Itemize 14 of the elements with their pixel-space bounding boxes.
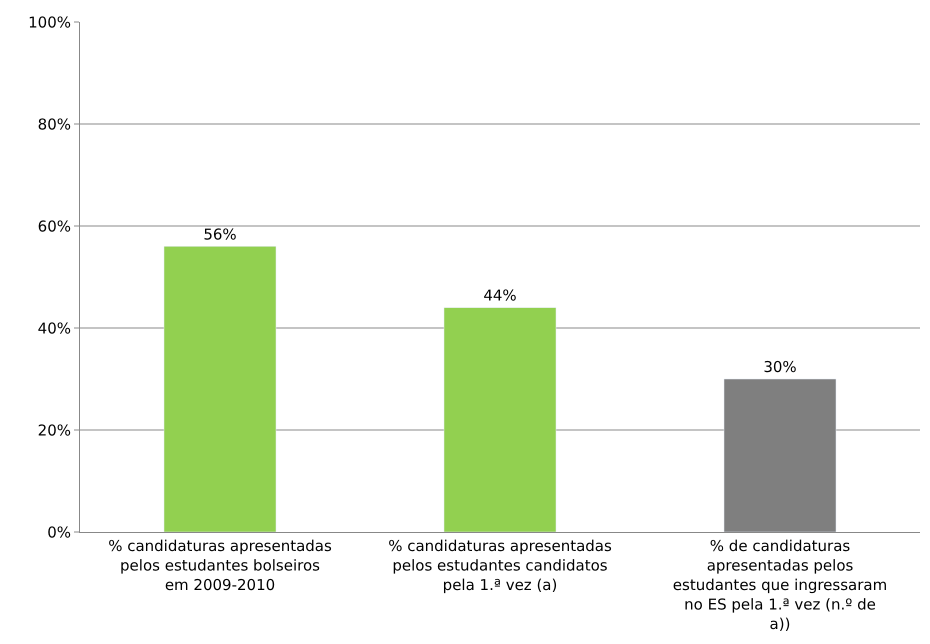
x-tick-label: % candidaturas apresentadas pelos estudantes candidatos pela 1.ª vez (a) — [388, 537, 612, 594]
bar — [164, 246, 276, 532]
y-tick-label: 60% — [38, 217, 71, 236]
data-label: 30% — [763, 358, 797, 376]
x-tick-label: % candidaturas apresentadas pelos estudantes bolseiros em 2009-2010 — [108, 537, 332, 594]
y-tick-label: 0% — [47, 523, 71, 542]
x-tick-label: % de candidaturas apresentadas pelos estudantes que ingressaram no ES pela 1.ª vez (n.º de a)) — [672, 537, 888, 633]
bar — [444, 307, 556, 532]
y-tick-label: 20% — [38, 421, 71, 440]
y-tick-label: 80% — [38, 115, 71, 134]
data-label: 44% — [483, 286, 517, 305]
y-tick-label: 100% — [28, 13, 71, 32]
y-tick-label: 40% — [38, 319, 71, 338]
data-label: 56% — [203, 225, 237, 244]
